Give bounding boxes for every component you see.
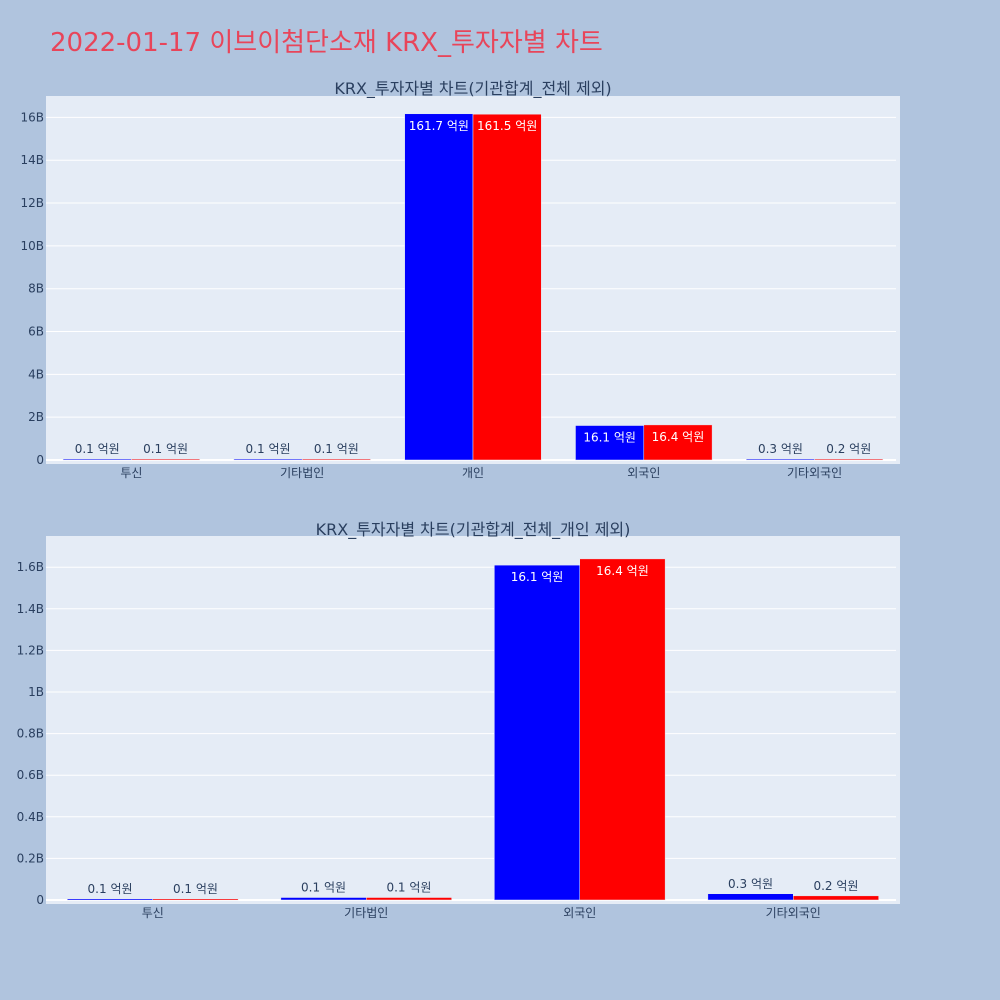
x-tick-label: 기타외국인 [787, 466, 842, 480]
y-tick-label: 1.2B [17, 643, 44, 657]
data-label: 16.4 억원 [596, 564, 649, 578]
bar-sell [579, 558, 666, 901]
bar-sell [366, 897, 452, 901]
y-tick-label: 2B [28, 410, 44, 424]
chart-title-1: KRX_투자자별 차트(기관합계_전체 제외) [334, 79, 611, 99]
bar-buy [575, 425, 645, 461]
bar-buy [707, 893, 794, 901]
x-tick-label: 투신 [142, 906, 164, 920]
y-tick-label: 12B [20, 196, 44, 210]
data-label: 0.1 억원 [386, 881, 431, 895]
x-tick-label: 투신 [120, 466, 142, 480]
data-label: 0.1 억원 [143, 442, 188, 456]
y-tick-label: 10B [20, 239, 44, 253]
data-label: 16.4 억원 [652, 430, 705, 444]
bar-buy [280, 897, 367, 901]
bar-sell [131, 458, 200, 461]
bar-buy [233, 458, 303, 461]
bar-buy [67, 898, 153, 901]
y-tick-label: 16B [20, 110, 44, 124]
x-tick-label: 외국인 [563, 906, 596, 920]
bar-sell [301, 458, 371, 461]
y-tick-label: 6B [28, 325, 44, 339]
y-tick-label: 4B [28, 367, 44, 381]
bar-buy [494, 564, 581, 901]
page-title: 2022-01-17 이브이첨단소재 KRX_투자자별 차트 [50, 28, 603, 58]
y-tick-label: 0.6B [17, 768, 44, 782]
data-label: 0.1 억원 [75, 442, 120, 456]
bar-buy [746, 458, 815, 461]
data-label: 161.5 억원 [477, 119, 537, 133]
y-tick-label: 0 [36, 453, 44, 467]
x-tick-label: 기타법인 [344, 906, 388, 920]
plot-area-2 [46, 536, 900, 904]
data-label: 0.1 억원 [314, 442, 359, 456]
x-tick-label: 외국인 [627, 466, 660, 480]
data-label: 0.2 억원 [826, 442, 871, 456]
bar-buy [62, 458, 132, 461]
y-tick-label: 8B [28, 282, 44, 296]
y-tick-label: 0.4B [17, 810, 44, 824]
chart-title-2: KRX_투자자별 차트(기관합계_전체_개인 제외) [316, 520, 631, 540]
bar-sell [814, 458, 884, 461]
bar-sell [152, 898, 239, 901]
data-label: 0.3 억원 [758, 442, 803, 456]
x-tick-label: 기타법인 [280, 466, 324, 480]
y-tick-label: 0.2B [17, 851, 44, 865]
x-tick-label: 기타외국인 [766, 906, 821, 920]
data-label: 0.1 억원 [301, 881, 346, 895]
y-tick-label: 1.6B [17, 560, 44, 574]
data-label: 0.2 억원 [813, 879, 858, 893]
bar-sell [643, 424, 713, 461]
data-label: 0.1 억원 [173, 882, 218, 896]
data-label: 161.7 억원 [409, 119, 469, 133]
x-tick-label: 개인 [462, 466, 484, 480]
y-tick-label: 0.8B [17, 727, 44, 741]
bar-sell [793, 895, 879, 901]
y-tick-label: 1.4B [17, 602, 44, 616]
data-label: 0.3 억원 [728, 877, 773, 891]
y-tick-label: 1B [28, 685, 44, 699]
data-label: 16.1 억원 [583, 431, 636, 445]
y-tick-label: 14B [20, 153, 44, 167]
data-label: 0.1 억원 [246, 442, 291, 456]
data-label: 16.1 억원 [511, 570, 564, 584]
y-tick-label: 0 [36, 893, 44, 907]
bar-sell [472, 113, 542, 461]
data-label: 0.1 억원 [88, 882, 133, 896]
bar-buy [404, 113, 474, 461]
